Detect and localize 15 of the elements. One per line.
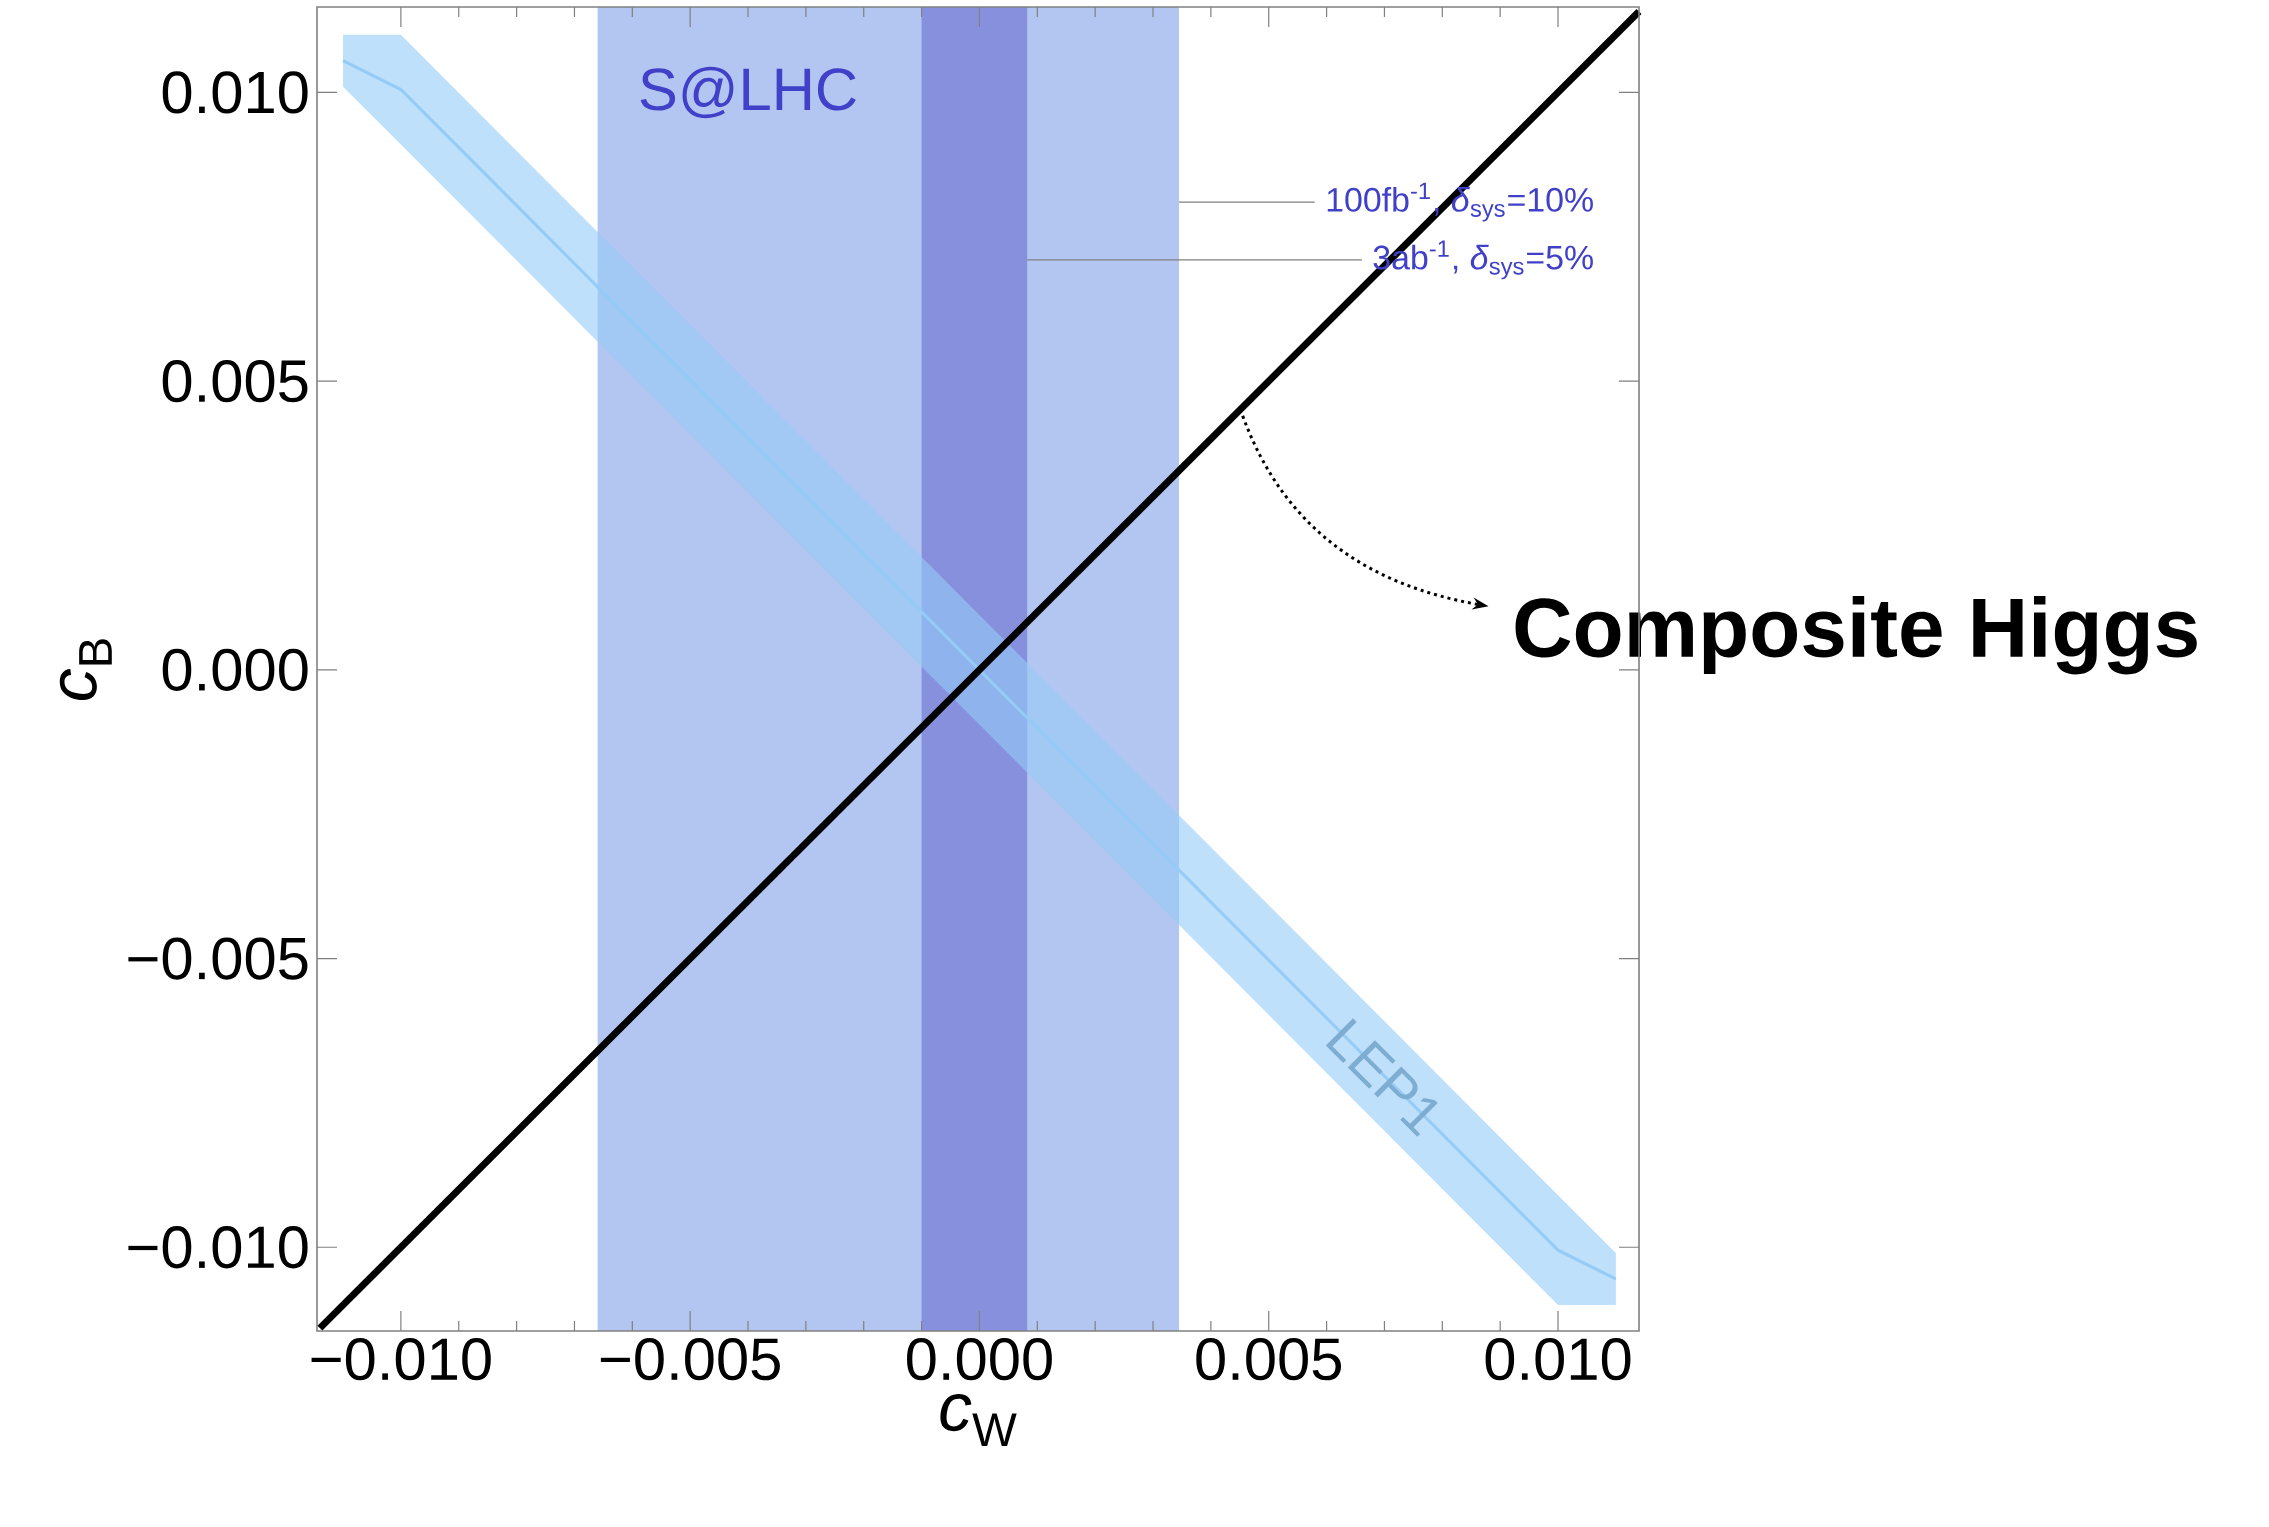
annotation: Composite Higgs — [1515, 596, 2197, 675]
y-tick-label: −0.010 — [128, 1226, 308, 1269]
y-tick-label: 0.000 — [162, 648, 308, 692]
y-tick-label: 0.005 — [162, 359, 308, 403]
x-tick-label: 0.000 — [907, 1338, 1052, 1381]
x-tick-label: 0.005 — [1196, 1338, 1342, 1381]
band-label: 100fb$^{-1}$, δ$_{sys}$=10% — [1327, 182, 1593, 222]
x-tick-label: 0.010 — [1485, 1338, 1631, 1381]
x-tick-label: −0.005 — [600, 1338, 780, 1381]
x-axis-title: c$_{W}$ — [940, 1394, 1017, 1447]
x-tick-label: −0.010 — [311, 1338, 491, 1381]
annotation: S@LHC — [640, 66, 856, 119]
y-axis-title: c$_{B}$ — [59, 639, 112, 701]
y-tick-label: −0.005 — [128, 937, 308, 980]
y-tick-label: 0.010 — [162, 71, 308, 114]
